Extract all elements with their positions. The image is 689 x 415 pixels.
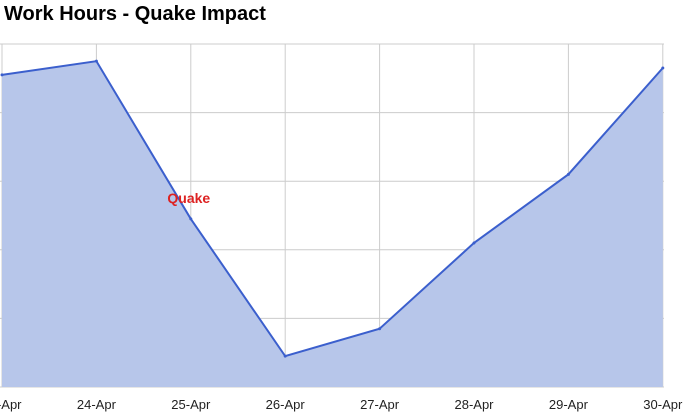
data-point-29-Apr: [566, 172, 570, 176]
x-tick-label: 25-Apr: [171, 397, 211, 412]
chart-title: Work Hours - Quake Impact: [4, 3, 266, 25]
x-tick-label: 24-Apr: [77, 397, 117, 412]
x-axis-tick-labels: 23-Apr 24-Apr 25-Apr 26-Apr 27-Apr 28-Apr 29-A…: [0, 397, 683, 412]
data-point-24-Apr: [94, 59, 98, 63]
data-point-25-Apr: [189, 217, 193, 221]
series-area: [2, 61, 663, 388]
series-line: [1, 60, 664, 358]
data-point-28-Apr: [472, 241, 476, 245]
x-tick-label: 23-Apr: [0, 397, 22, 412]
x-tick-label: 27-Apr: [360, 397, 400, 412]
x-tick-label: 28-Apr: [454, 397, 494, 412]
data-point-23-Apr: [0, 73, 4, 77]
x-tick-label: 30-Apr: [643, 397, 683, 412]
x-tick-label: 26-Apr: [266, 397, 306, 412]
data-point-26-Apr: [283, 354, 287, 358]
data-point-27-Apr: [378, 327, 382, 331]
annotation-label: Quake: [167, 190, 210, 206]
data-point-30-Apr: [661, 66, 665, 70]
x-tick-label: 29-Apr: [549, 397, 589, 412]
